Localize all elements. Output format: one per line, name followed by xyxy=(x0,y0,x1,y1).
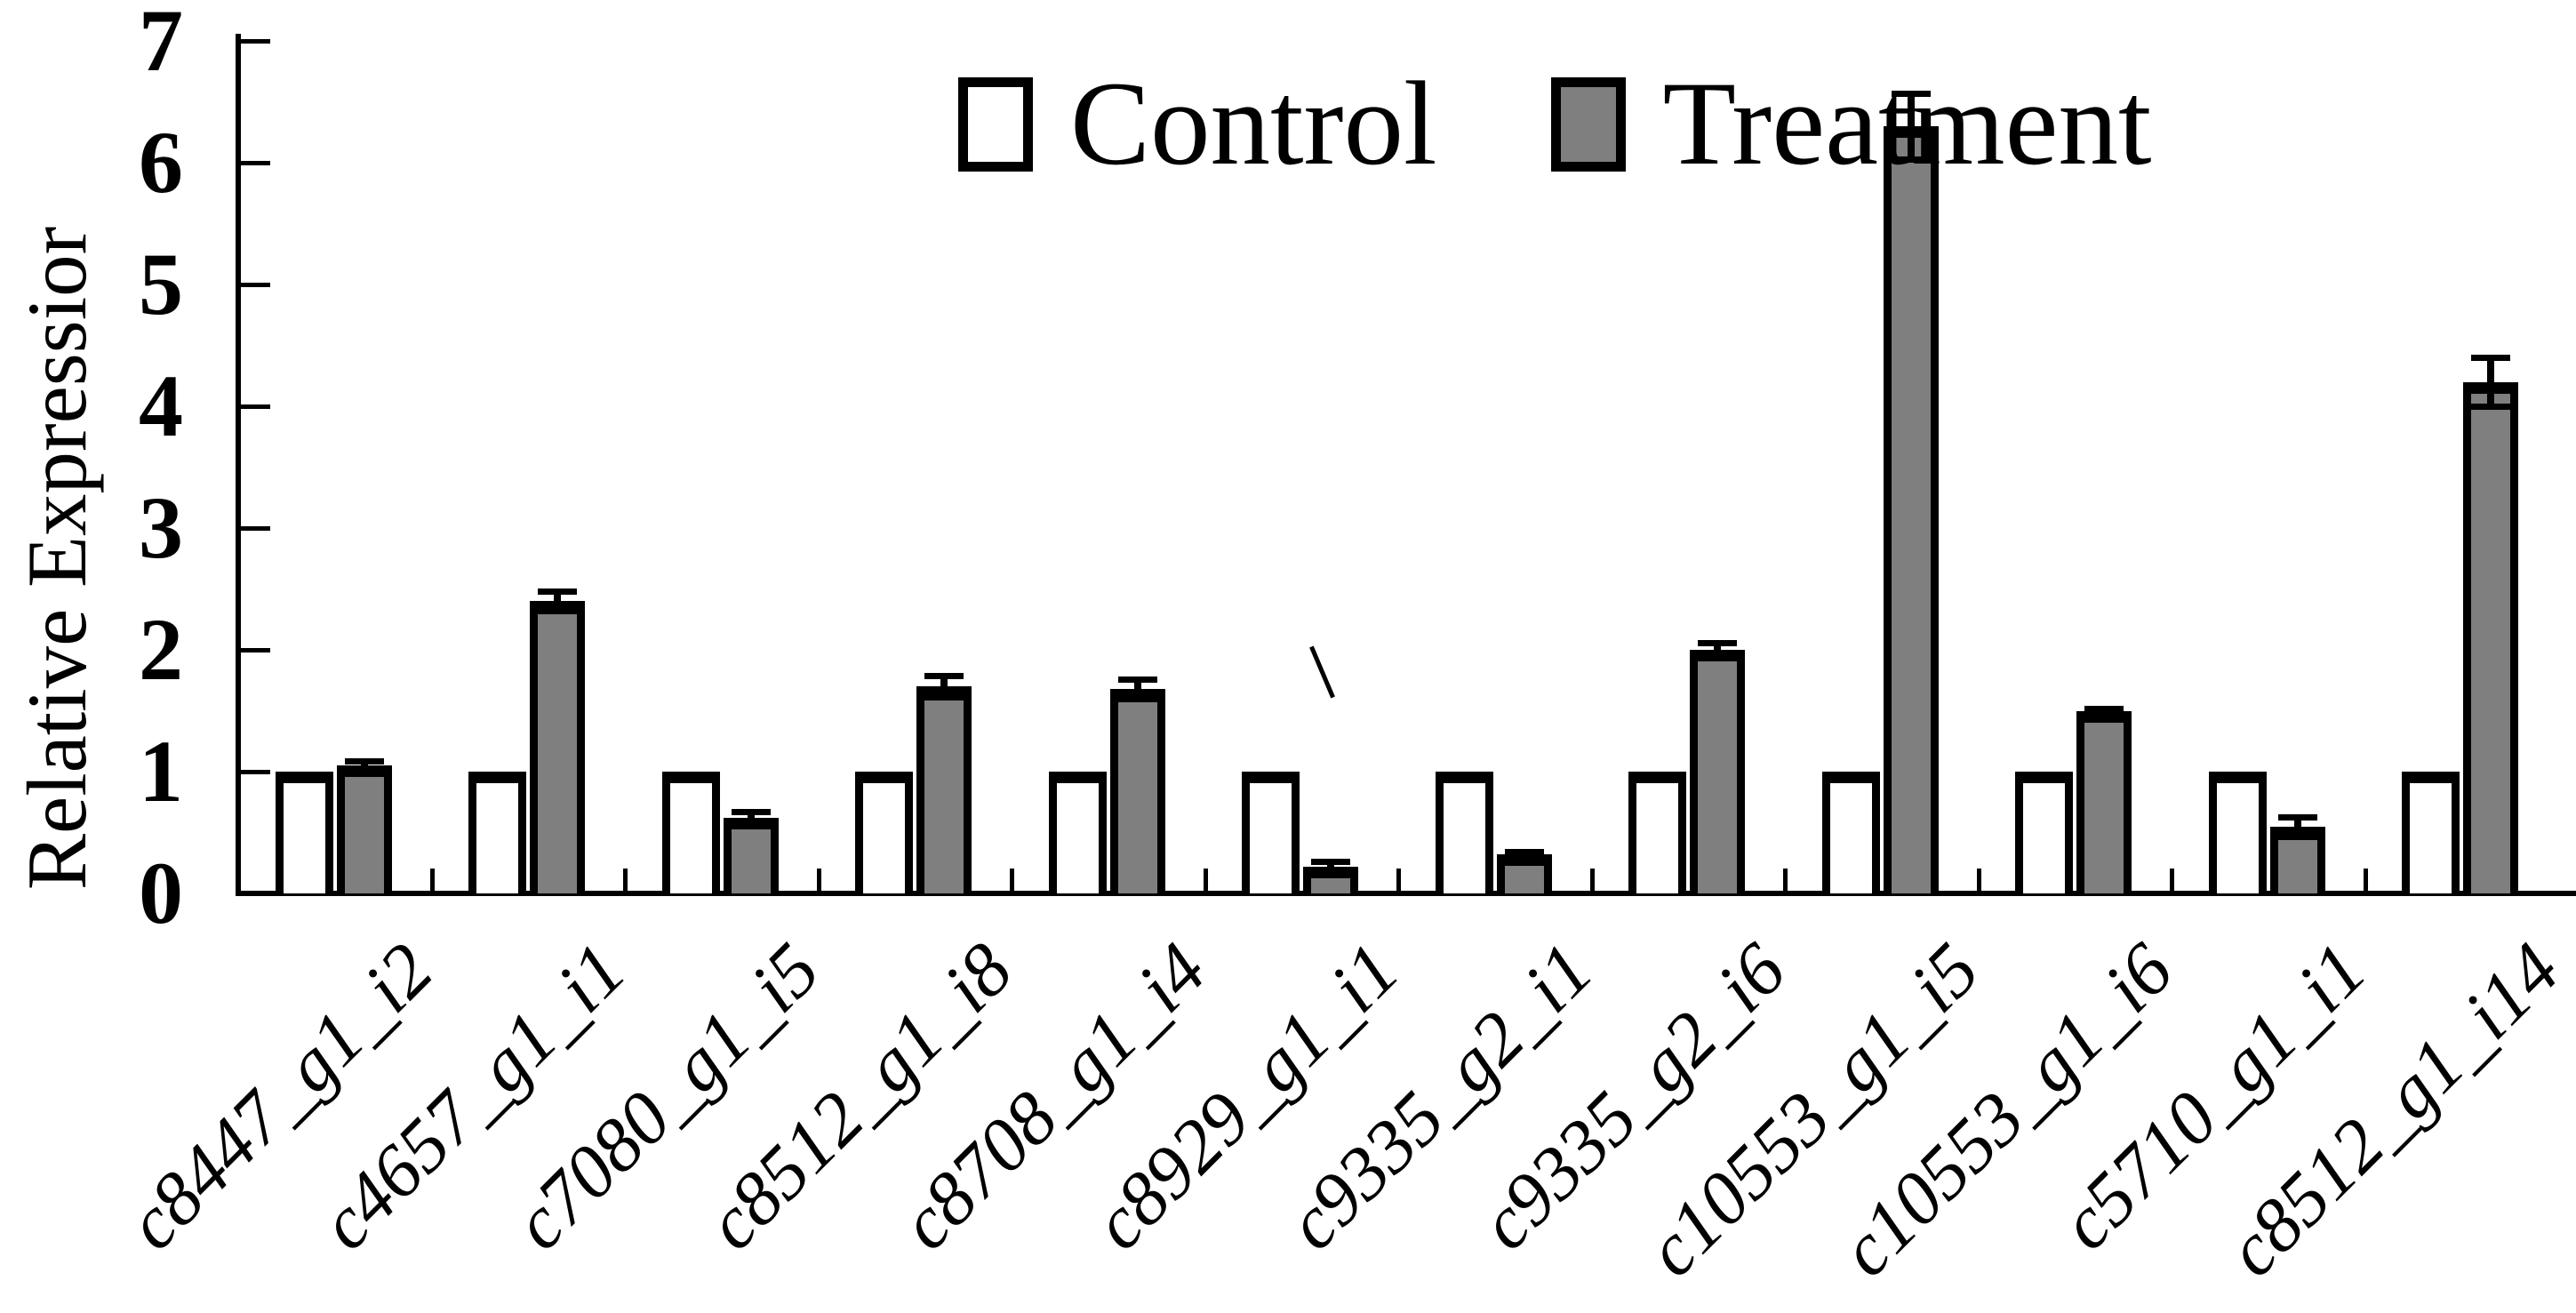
legend-swatch-control xyxy=(958,76,1033,172)
error-bar-c10553_g1_i5 xyxy=(1907,92,1915,159)
x-tick-10 xyxy=(2170,869,2174,893)
error-cap-high-c8708_g1_i4 xyxy=(1117,676,1157,683)
error-cap-high-c5710_g1_i1 xyxy=(2277,813,2317,821)
error-cap-high-c9335_g2_i6 xyxy=(1698,639,1738,646)
bar-control-c10553_g1_i5 xyxy=(1821,772,1880,893)
y-tick-5 xyxy=(238,283,270,287)
error-bar-c4657_g1_i1 xyxy=(554,591,562,612)
y-tick-label-6: 6 xyxy=(139,113,183,212)
y-tick-label-2: 2 xyxy=(139,600,183,699)
error-cap-high-c8447_g1_i2 xyxy=(344,757,384,765)
error-cap-high-c7080_g1_i5 xyxy=(731,809,771,816)
error-bar-c8512_g1_i8 xyxy=(940,675,948,698)
x-tick-8 xyxy=(1783,869,1788,893)
x-category-label-c10553_g1_i6: c10553_g1_i6 xyxy=(1823,927,2189,1293)
error-cap-low-c8447_g1_i2 xyxy=(344,767,384,774)
error-cap-low-c10553_g1_i5 xyxy=(1891,156,1931,163)
error-cap-high-c8512_g1_i8 xyxy=(924,672,964,679)
y-tick-1 xyxy=(238,770,270,774)
bar-control-c7080_g1_i5 xyxy=(661,772,720,893)
bar-treatment-c8447_g1_i2 xyxy=(336,765,392,893)
bar-control-c4657_g1_i1 xyxy=(468,772,527,893)
error-bar-c5710_g1_i1 xyxy=(2293,816,2301,837)
error-cap-low-c8708_g1_i4 xyxy=(1117,695,1157,702)
bar-treatment-c8512_g1_i14 xyxy=(2463,381,2519,893)
error-cap-high-c10553_g1_i6 xyxy=(2084,705,2124,712)
error-cap-low-c8512_g1_i8 xyxy=(924,694,964,701)
x-axis-line xyxy=(236,891,2576,896)
bar-control-c10553_g1_i6 xyxy=(2015,772,2074,893)
error-cap-low-c4657_g1_i1 xyxy=(538,608,578,615)
error-cap-low-c8929_g1_i1 xyxy=(1311,869,1351,876)
y-tick-4 xyxy=(238,404,270,409)
x-tick-6 xyxy=(1396,869,1401,893)
bar-treatment-c8512_g1_i8 xyxy=(916,686,972,893)
x-tick-3 xyxy=(816,869,821,893)
error-cap-low-c7080_g1_i5 xyxy=(731,821,771,828)
y-tick-label-1: 1 xyxy=(139,722,183,821)
bar-control-c8929_g1_i1 xyxy=(1242,772,1300,893)
error-bar-c8512_g1_i14 xyxy=(2487,357,2495,406)
x-category-label-c8512_g1_i14: c8512_g1_i14 xyxy=(2210,927,2576,1293)
y-tick-2 xyxy=(238,648,270,652)
bar-control-c8708_g1_i4 xyxy=(1048,772,1107,893)
x-tick-1 xyxy=(429,869,435,893)
x-tick-7 xyxy=(1589,869,1595,893)
y-tick-label-7: 7 xyxy=(139,0,183,90)
bar-treatment-c8708_g1_i4 xyxy=(1109,688,1165,893)
x-category-label-c10553_g1_i5: c10553_g1_i5 xyxy=(1630,927,1996,1293)
bar-control-c9335_g2_i1 xyxy=(1435,772,1493,893)
bar-control-c5710_g1_i1 xyxy=(2208,772,2267,893)
error-cap-high-c4657_g1_i1 xyxy=(538,588,578,596)
legend-label-treatment: Treatment xyxy=(1662,58,2152,190)
error-bar-c7080_g1_i5 xyxy=(747,812,755,824)
error-bar-c8447_g1_i2 xyxy=(360,760,368,771)
y-axis-line xyxy=(236,34,241,893)
error-cap-high-c9335_g2_i1 xyxy=(1504,849,1544,856)
x-tick-5 xyxy=(1203,869,1208,893)
bar-treatment-c10553_g1_i5 xyxy=(1883,125,1939,893)
y-tick-7 xyxy=(238,39,270,44)
error-cap-low-c9335_g2_i1 xyxy=(1504,853,1544,861)
y-tick-6 xyxy=(238,161,270,165)
error-cap-low-c10553_g1_i6 xyxy=(2084,710,2124,717)
legend: Control Treatment xyxy=(958,64,2151,184)
bar-control-c8512_g1_i14 xyxy=(2402,772,2460,893)
y-tick-3 xyxy=(238,526,270,531)
y-tick-label-3: 3 xyxy=(139,478,183,577)
error-cap-high-c8512_g1_i14 xyxy=(2471,355,2511,362)
error-cap-low-c9335_g2_i6 xyxy=(1698,654,1738,661)
legend-label-control: Control xyxy=(1070,58,1437,190)
legend-swatch-treatment xyxy=(1550,76,1626,172)
bar-treatment-c9335_g2_i6 xyxy=(1690,650,1746,893)
error-bar-c8708_g1_i4 xyxy=(1133,678,1141,699)
x-tick-2 xyxy=(623,869,628,893)
error-cap-high-c8929_g1_i1 xyxy=(1311,859,1351,866)
bar-control-c8512_g1_i8 xyxy=(855,772,914,893)
bar-treatment-c10553_g1_i6 xyxy=(2076,710,2132,893)
bar-control-c8447_g1_i2 xyxy=(275,772,333,893)
error-cap-high-c10553_g1_i5 xyxy=(1891,90,1931,97)
x-tick-9 xyxy=(1976,869,1981,893)
bar-control-c9335_g2_i6 xyxy=(1628,772,1687,893)
y-tick-label-0: 0 xyxy=(139,844,183,942)
y-tick-label-5: 5 xyxy=(139,235,183,333)
y-tick-label-4: 4 xyxy=(139,356,183,455)
error-cap-low-c5710_g1_i1 xyxy=(2277,833,2317,840)
x-tick-4 xyxy=(1010,869,1014,893)
error-bar-c8929_g1_i1 xyxy=(1327,861,1335,872)
stray-mark xyxy=(1309,645,1335,699)
bar-treatment-c7080_g1_i5 xyxy=(723,818,779,893)
error-bar-c9335_g2_i6 xyxy=(1714,642,1722,658)
bar-treatment-c4657_g1_i1 xyxy=(530,601,586,893)
error-cap-low-c8512_g1_i14 xyxy=(2471,404,2511,410)
x-tick-11 xyxy=(2363,869,2368,893)
